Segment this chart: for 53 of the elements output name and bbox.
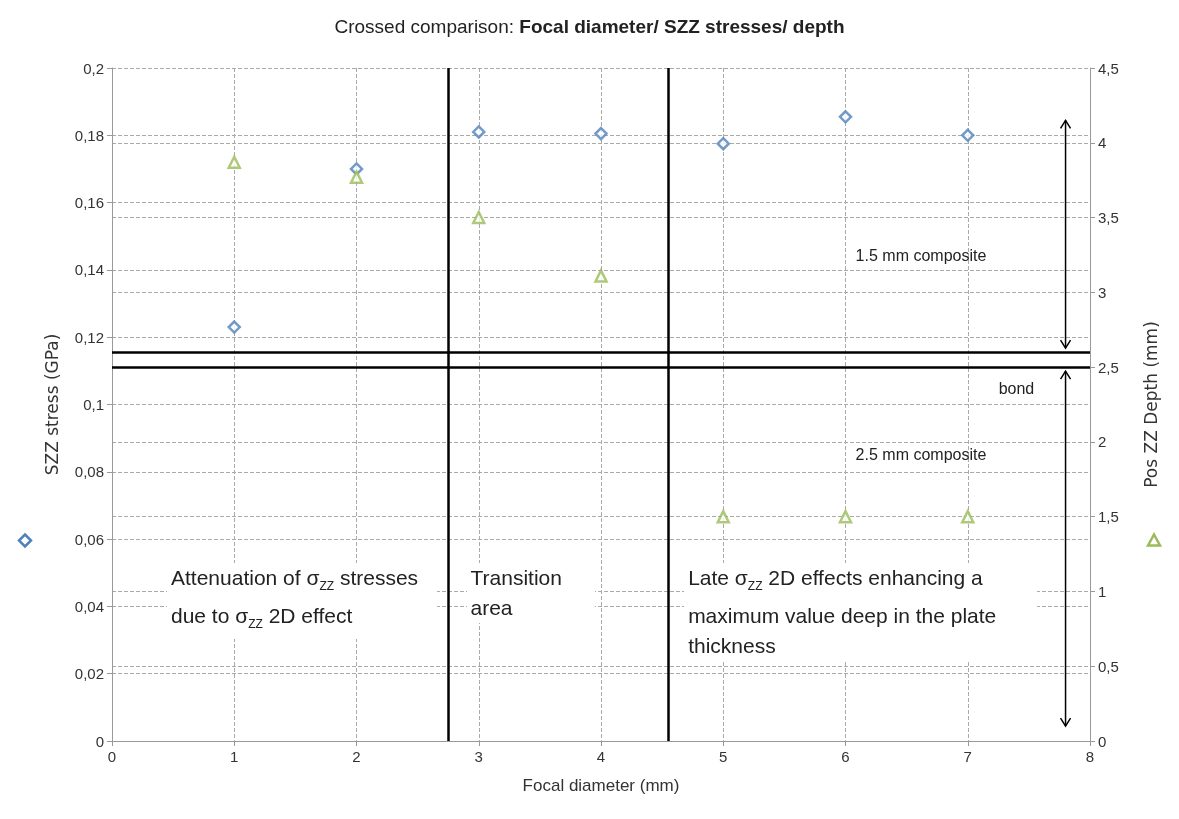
y-tick-label: 0,12 [74,328,104,346]
y-tick-label: 0,2 [83,59,104,77]
y2-tick-label: 3,5 [1098,209,1119,227]
y-tick-label: 0,02 [74,665,104,683]
y2-tick-label: 4,5 [1098,59,1119,77]
y2-tick-label: 0,5 [1098,657,1119,675]
y-tick-label: 0,08 [74,463,104,481]
y2-tick-label: 1 [1098,582,1107,600]
point [472,210,486,225]
y-tick-label: 0,14 [74,261,104,279]
point [227,155,241,169]
x-tick-label: 2 [352,748,361,765]
point [961,128,975,143]
y-tick-label: 0,06 [74,530,104,548]
point [594,126,608,141]
annotation: 2.5 mm composite [854,444,988,465]
annotation: 1.5 mm composite [854,246,988,267]
y2-tick-label: 2 [1098,433,1107,451]
x-tick-label: 8 [1085,748,1095,765]
x-tick-label: 7 [963,748,972,765]
y-tick-label: 0,1 [83,396,104,413]
y2-tick-label: 1,5 [1098,508,1119,526]
y2-tick-label: 3 [1098,283,1107,301]
y-tick-label: 0,04 [74,597,104,615]
y2-tick-label: 4 [1098,134,1107,152]
point [716,136,730,151]
y-tick-label: 0 [95,732,104,750]
y2-tick-label: 2,5 [1098,358,1119,376]
y-tick-label: 0,16 [74,194,104,212]
annotation: Transition area [466,562,595,623]
point [838,110,853,124]
annotation: bond [997,379,1036,400]
point [716,509,730,524]
y2-axis-title: Pos ZZ Depth (mm) [1140,321,1161,488]
x-tick-label: 1 [230,748,239,765]
y2-tick-label: 0 [1098,732,1107,750]
chart-title: Crossed comparison: Focal diameter/ SZZ stresses/ depth [334,16,845,37]
x-tick-label: 3 [474,748,483,765]
x-axis-title: Focal diameter (mm) [522,776,680,795]
point [349,170,364,184]
x-tick-label: 4 [596,748,606,765]
point [838,509,853,524]
annotation: Late σ$_{ZZ}$ 2D effects enhancing a maximum value deep in the plate thickness [684,562,1038,661]
x-tick-label: 5 [719,748,728,765]
y-axis-title: SZZ stress (GPa) [41,333,62,476]
point [961,509,975,524]
point [472,125,486,139]
y-tick-label: 0,18 [74,126,104,144]
x-tick-label: 6 [841,748,850,765]
x-tick-label: 0 [107,748,117,765]
text: Attenuation of σ$_{ZZ}$ stresses due to σ$_{ZZ}$ 2D effect [171,565,419,632]
point [227,320,241,334]
point [594,269,608,283]
